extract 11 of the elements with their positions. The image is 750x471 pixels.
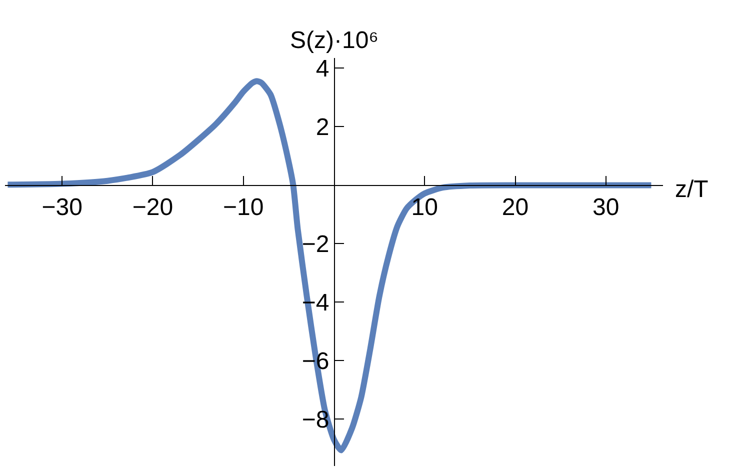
x-tick-label: −10 bbox=[223, 194, 264, 222]
x-tick-label: 20 bbox=[502, 194, 529, 222]
y-axis-title: S(z)·10⁶ bbox=[290, 27, 379, 54]
x-tick-label: 10 bbox=[411, 194, 438, 222]
x-tick-label: −20 bbox=[132, 194, 174, 222]
x-axis-title: z/T bbox=[675, 176, 709, 203]
x-tick-label: 30 bbox=[592, 194, 620, 222]
y-tick-label: 2 bbox=[316, 114, 330, 142]
y-tick-label: 4 bbox=[316, 56, 330, 83]
y-tick-label: −2 bbox=[302, 231, 330, 258]
x-tick-label: −30 bbox=[42, 194, 82, 222]
